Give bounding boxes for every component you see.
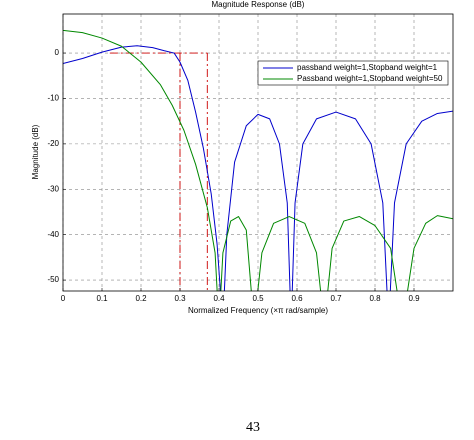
y-tick-label: -20 [47,139,59,148]
chart-title: Magnitude Response (dB) [212,0,305,9]
legend-label: Passband weight=1,Stopband weight=50 [297,74,443,83]
series-line [63,45,453,291]
y-tick-label: -30 [47,184,59,193]
x-tick-label: 0.8 [369,294,381,303]
y-tick-label: -40 [47,230,59,239]
x-axis-label: Normalized Frequency (×π rad/sample) [188,306,328,315]
x-tick-label: 0.6 [291,294,303,303]
x-tick-label: 0.9 [408,294,420,303]
y-tick-label: 0 [55,48,60,57]
legend-box [257,60,449,86]
legend-label: passband weight=1,Stopband weight=1 [297,63,438,72]
y-tick-label: -50 [47,275,59,284]
x-tick-label: 0.1 [96,294,108,303]
y-tick-label: -10 [47,94,59,103]
x-tick-label: 0 [61,294,66,303]
x-tick-label: 0.4 [213,294,225,303]
x-tick-label: 0.5 [252,294,264,303]
series-line [63,29,453,291]
legend: passband weight=1,Stopband weight=1 Passb… [257,60,449,86]
plot [63,29,453,291]
page-number: 43 [246,420,260,435]
x-tick-label: 0.2 [135,294,147,303]
x-tick-label: 0.3 [174,294,186,303]
x-tick-label: 0.7 [330,294,342,303]
y-axis-label: Magnitude (dB) [31,124,40,179]
